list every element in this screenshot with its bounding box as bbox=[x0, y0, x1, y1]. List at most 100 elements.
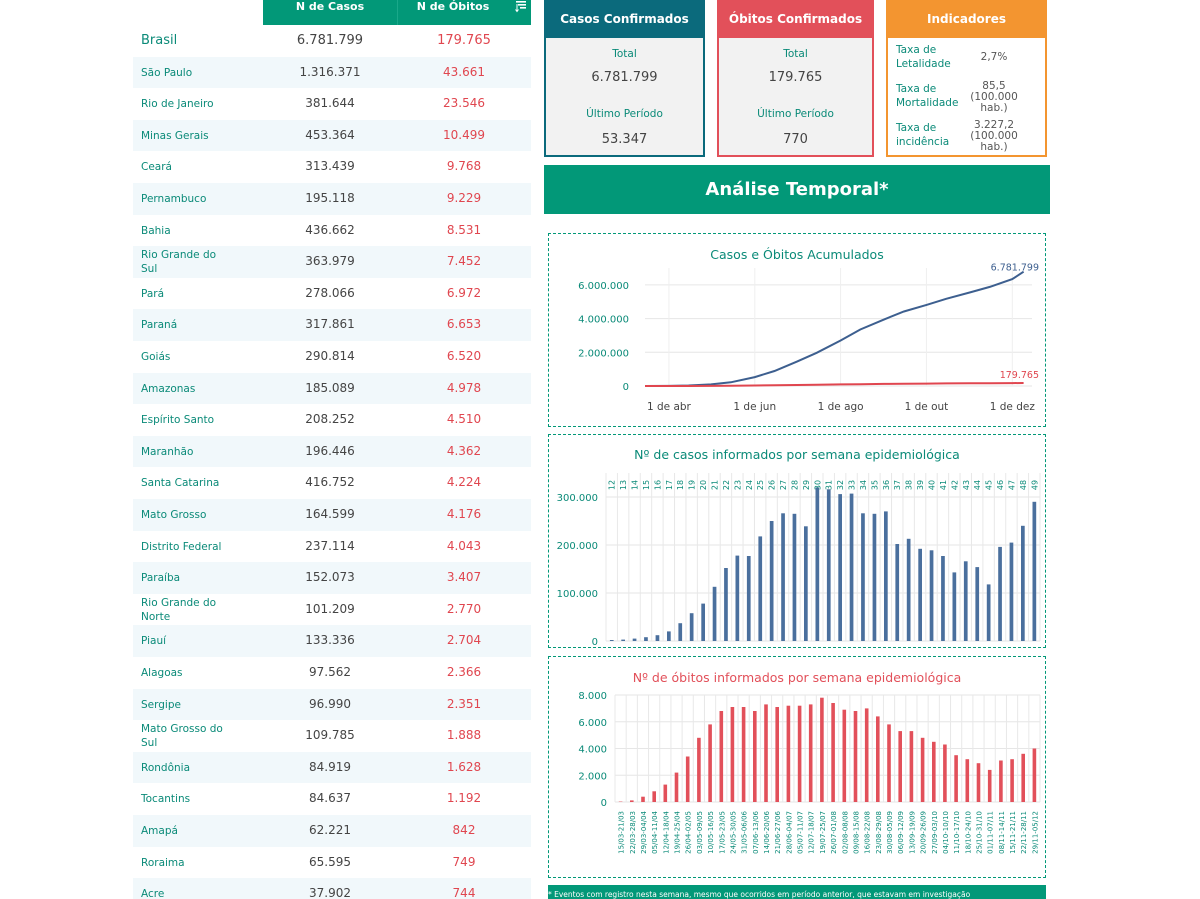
series-line-óbitos bbox=[645, 382, 1024, 387]
table-row[interactable]: Rio Grande do Sul 363.979 7.452 bbox=[133, 246, 531, 278]
sort-icon[interactable] bbox=[515, 0, 527, 14]
bar bbox=[864, 708, 869, 802]
bar bbox=[887, 724, 891, 802]
table-row[interactable]: Roraima 65.595 749 bbox=[133, 847, 531, 879]
x-tick-label: 29/03-04/04 bbox=[640, 810, 648, 853]
table-row[interactable]: Tocantins 84.637 1.192 bbox=[133, 783, 531, 815]
y-tick-label: 2.000 bbox=[578, 771, 607, 782]
cases-value: 164.599 bbox=[305, 507, 355, 521]
table-row[interactable]: São Paulo 1.316.371 43.661 bbox=[133, 56, 531, 89]
country-row[interactable]: Brasil 6.781.799 179.765 bbox=[133, 25, 531, 57]
x-tick-label: 10/05-16/05 bbox=[707, 811, 715, 854]
cases-value: 109.785 bbox=[305, 728, 355, 743]
table-row[interactable]: Amapá 62.221 842 bbox=[133, 815, 531, 847]
table-row[interactable]: Paraná 317.861 6.653 bbox=[133, 309, 531, 341]
state-name: Rio Grande do Sul bbox=[141, 249, 217, 276]
x-tick-label: 24 bbox=[745, 480, 754, 490]
table-row[interactable]: Maranhão 196.446 4.362 bbox=[133, 435, 531, 468]
bar bbox=[954, 755, 958, 802]
bar bbox=[644, 637, 648, 641]
bar bbox=[769, 521, 774, 641]
state-name: Alagoas bbox=[141, 667, 183, 679]
bar bbox=[963, 561, 968, 641]
x-tick-label: 14/06-20/06 bbox=[763, 810, 771, 853]
table-row[interactable]: Distrito Federal 237.114 4.043 bbox=[133, 531, 531, 563]
cases-value: 6.781.799 bbox=[296, 33, 364, 48]
table-row[interactable]: Mato Grosso do Sul 109.785 1.888 bbox=[133, 720, 531, 752]
state-name: Maranhão bbox=[141, 445, 194, 458]
table-row[interactable]: Rio Grande do Norte 101.209 2.770 bbox=[133, 594, 531, 626]
x-tick-label: 22/11-28/11 bbox=[1020, 811, 1028, 854]
x-tick-label: 30/08-05/09 bbox=[886, 811, 894, 854]
bar bbox=[1032, 501, 1037, 641]
bar bbox=[853, 711, 858, 802]
table-row[interactable]: Paraíba 152.073 3.407 bbox=[133, 562, 531, 594]
x-tick-label: 43 bbox=[962, 480, 971, 490]
header-cases[interactable]: N de Casos bbox=[263, 0, 398, 25]
bar bbox=[849, 493, 854, 641]
cumulative-chart: Casos e Óbitos Acumulados 0 2.000.000 4.000… bbox=[578, 247, 1039, 413]
header-deaths[interactable]: N de Óbitos bbox=[416, 0, 490, 13]
table-row[interactable]: Goiás 290.814 6.520 bbox=[133, 341, 531, 373]
x-tick-label: 26/07-01/08 bbox=[830, 811, 838, 854]
bar bbox=[909, 731, 914, 802]
table-row[interactable]: Acre 37.902 744 bbox=[133, 878, 531, 899]
bar bbox=[872, 513, 877, 641]
bar bbox=[1010, 759, 1014, 802]
x-tick-label: 16/08-22/08 bbox=[864, 811, 872, 854]
bar bbox=[918, 548, 922, 641]
table-row[interactable]: Alagoas 97.562 2.366 bbox=[133, 657, 531, 689]
x-tick-label: 37 bbox=[893, 480, 902, 490]
table-row[interactable]: Minas Gerais 453.364 10.499 bbox=[133, 119, 531, 152]
x-tick-label: 15 bbox=[642, 480, 651, 490]
indicator-label: Taxa de incidência bbox=[896, 122, 950, 148]
end-value-label: 6.781.799 bbox=[991, 263, 1039, 274]
table-header: N de Casos N de Óbitos bbox=[263, 0, 531, 25]
table-row[interactable]: Rondônia 84.919 1.628 bbox=[133, 751, 531, 784]
bar bbox=[876, 716, 880, 802]
bar bbox=[842, 709, 847, 802]
bar bbox=[741, 707, 746, 802]
bar bbox=[1021, 753, 1025, 802]
table-row[interactable]: Pará 278.066 6.972 bbox=[133, 278, 531, 310]
x-tick-label: 41 bbox=[939, 480, 948, 490]
table-row[interactable]: Rio de Janeiro 381.644 23.546 bbox=[133, 88, 531, 120]
state-name: Piauí bbox=[141, 635, 167, 648]
x-tick-label: 19/04-25/04 bbox=[674, 810, 682, 853]
bar bbox=[820, 697, 824, 802]
bar bbox=[929, 550, 934, 641]
table-row[interactable]: Mato Grosso 164.599 4.176 bbox=[133, 499, 531, 531]
table-row[interactable]: Santa Catarina 416.752 4.224 bbox=[133, 467, 531, 499]
x-tick-label: 02/08-08/08 bbox=[841, 811, 849, 854]
table-row[interactable]: Amazonas 185.089 4.978 bbox=[133, 372, 531, 405]
cases-value: 37.902 bbox=[309, 886, 351, 899]
bar bbox=[701, 603, 705, 641]
y-tick-label: 4.000.000 bbox=[578, 315, 629, 326]
table-row[interactable]: Piauí 133.336 2.704 bbox=[133, 625, 531, 657]
table-row[interactable]: Bahia 436.662 8.531 bbox=[133, 215, 531, 247]
table-row[interactable]: Sergipe 96.990 2.351 bbox=[133, 688, 531, 721]
bar bbox=[804, 526, 808, 641]
chart-title: Casos e Óbitos Acumulados bbox=[710, 247, 883, 262]
state-name: Amazonas bbox=[141, 382, 196, 395]
y-tick-label: 200.000 bbox=[557, 541, 598, 552]
cases-value: 62.221 bbox=[309, 823, 351, 837]
indicators-card: Indicadores Taxa de Letalidade 2,7% Taxa… bbox=[886, 0, 1047, 157]
x-tick-label: 01/11-07/11 bbox=[987, 811, 995, 854]
x-tick-label: 11/10-17/10 bbox=[953, 811, 961, 854]
y-tick-label: 6.000.000 bbox=[578, 281, 629, 292]
indicator-value: 85,5 (100.000 hab.) bbox=[970, 80, 1018, 114]
cases-value: 65.595 bbox=[309, 854, 351, 869]
deaths-value: 1.192 bbox=[446, 791, 482, 806]
table-row[interactable]: Ceará 313.439 9.768 bbox=[133, 151, 531, 183]
bar bbox=[730, 707, 735, 802]
table-row[interactable]: Pernambuco 195.118 9.229 bbox=[133, 183, 531, 215]
bar bbox=[861, 513, 865, 641]
y-tick-label: 0 bbox=[592, 637, 598, 647]
table-row[interactable]: Espírito Santo 208.252 4.510 bbox=[133, 404, 531, 436]
deaths-value: 8.531 bbox=[446, 222, 482, 237]
bar bbox=[641, 796, 645, 802]
bar bbox=[689, 613, 694, 641]
cases-total-value: 6.781.799 bbox=[591, 70, 658, 85]
x-tick-label: 13/09-19/09 bbox=[908, 811, 916, 854]
